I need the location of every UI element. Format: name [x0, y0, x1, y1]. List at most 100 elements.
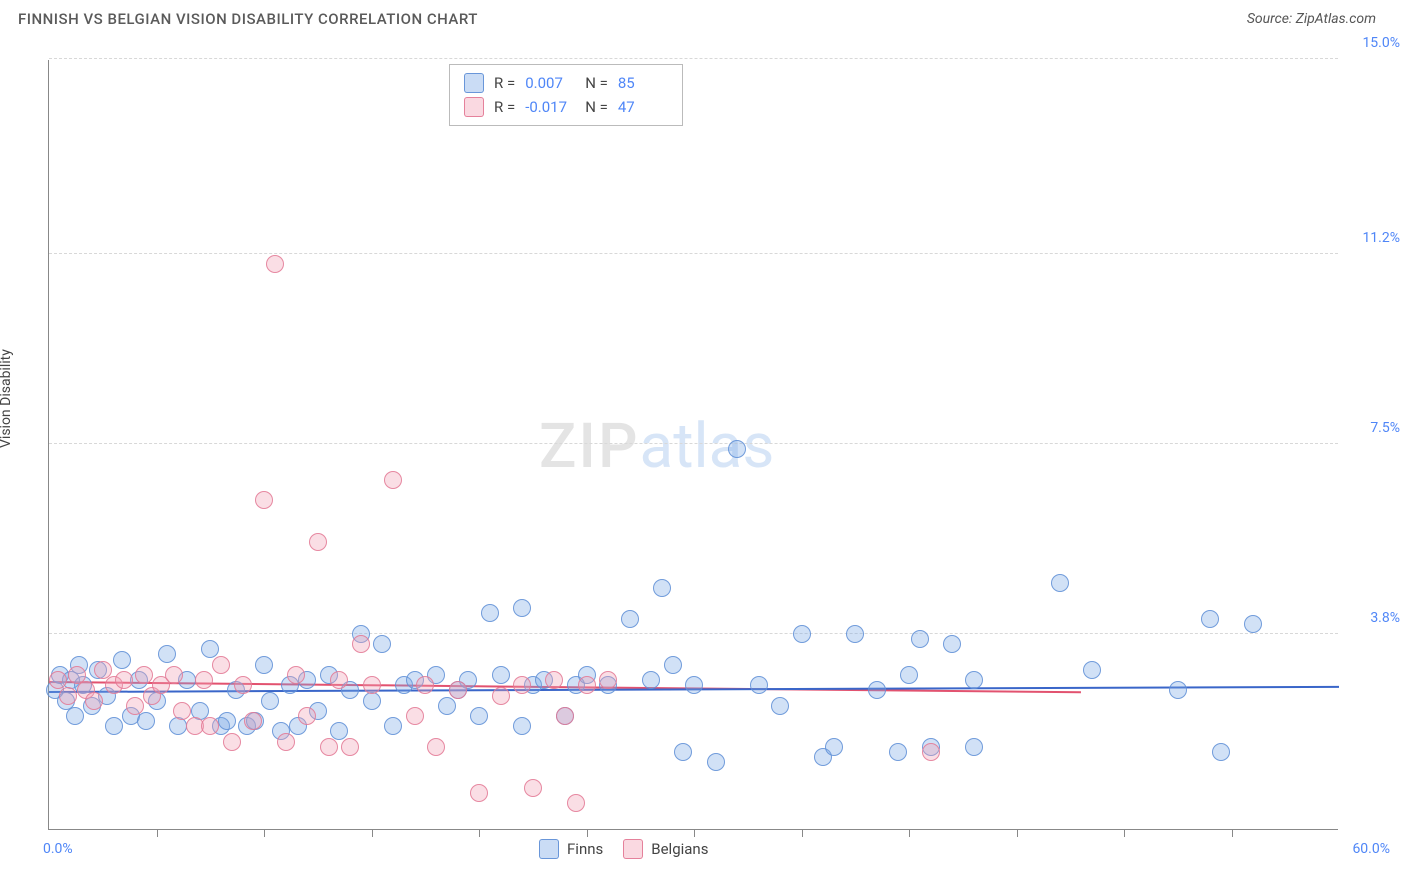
chart-title: FINNISH VS BELGIAN VISION DISABILITY COR…: [18, 10, 478, 28]
swatch-icon: [464, 73, 484, 93]
data-point-finns: [470, 707, 488, 725]
data-point-belgians: [427, 738, 445, 756]
data-point-belgians: [212, 656, 230, 674]
x-tick: [372, 829, 373, 837]
data-point-belgians: [195, 671, 213, 689]
data-point-belgians: [135, 666, 153, 684]
data-point-finns: [363, 692, 381, 710]
legend-item-finns: Finns: [539, 839, 603, 859]
data-point-finns: [105, 717, 123, 735]
data-point-belgians: [266, 255, 284, 273]
data-point-finns: [1244, 615, 1262, 633]
x-tick: [802, 829, 803, 837]
data-point-finns: [261, 692, 279, 710]
data-point-finns: [255, 656, 273, 674]
data-point-belgians: [165, 666, 183, 684]
stats-row-belgians: R = -0.017 N = 47: [464, 95, 668, 119]
y-axis-label: Vision Disability: [0, 349, 14, 448]
data-point-belgians: [384, 471, 402, 489]
chart-header: FINNISH VS BELGIAN VISION DISABILITY COR…: [0, 0, 1406, 36]
data-point-finns: [1201, 610, 1219, 628]
data-point-finns: [158, 645, 176, 663]
data-point-finns: [492, 666, 510, 684]
data-point-finns: [113, 651, 131, 669]
data-point-finns: [793, 625, 811, 643]
data-point-belgians: [363, 676, 381, 694]
data-point-finns: [868, 681, 886, 699]
scatter-plot-area: ZIPatlas R = 0.007 N = 85 R = -0.017 N =…: [48, 60, 1338, 830]
data-point-belgians: [126, 697, 144, 715]
data-point-finns: [66, 707, 84, 725]
data-point-finns: [373, 635, 391, 653]
gridline: [49, 253, 1338, 254]
data-point-finns: [707, 753, 725, 771]
data-point-finns: [1051, 574, 1069, 592]
data-point-belgians: [244, 712, 262, 730]
x-tick: [1232, 829, 1233, 837]
data-point-belgians: [524, 779, 542, 797]
data-point-finns: [218, 712, 236, 730]
data-point-finns: [965, 738, 983, 756]
data-point-belgians: [449, 681, 467, 699]
gridline: [49, 443, 1338, 444]
data-point-finns: [825, 738, 843, 756]
data-point-belgians: [470, 784, 488, 802]
series-legend: Finns Belgians: [539, 839, 708, 859]
data-point-belgians: [309, 533, 327, 551]
data-point-finns: [137, 712, 155, 730]
data-point-finns: [481, 604, 499, 622]
data-point-finns: [642, 671, 660, 689]
data-point-finns: [513, 717, 531, 735]
data-point-belgians: [578, 676, 596, 694]
data-point-finns: [771, 697, 789, 715]
data-point-finns: [943, 635, 961, 653]
data-point-belgians: [85, 692, 103, 710]
data-point-belgians: [298, 707, 316, 725]
data-point-belgians: [545, 671, 563, 689]
gridline: [49, 633, 1338, 634]
data-point-finns: [685, 676, 703, 694]
data-point-belgians: [173, 702, 191, 720]
data-point-finns: [1169, 681, 1187, 699]
data-point-finns: [846, 625, 864, 643]
data-point-finns: [653, 579, 671, 597]
data-point-belgians: [406, 707, 424, 725]
data-point-belgians: [115, 671, 133, 689]
x-tick: [694, 829, 695, 837]
data-point-finns: [664, 656, 682, 674]
legend-item-belgians: Belgians: [623, 839, 708, 859]
data-point-finns: [889, 743, 907, 761]
data-point-belgians: [416, 676, 434, 694]
data-point-belgians: [320, 738, 338, 756]
data-point-finns: [169, 717, 187, 735]
data-point-belgians: [492, 687, 510, 705]
data-point-belgians: [556, 707, 574, 725]
x-tick: [264, 829, 265, 837]
data-point-belgians: [59, 687, 77, 705]
data-point-belgians: [287, 666, 305, 684]
swatch-icon: [539, 839, 559, 859]
x-tick: [1124, 829, 1125, 837]
data-point-belgians: [255, 491, 273, 509]
data-point-belgians: [341, 738, 359, 756]
y-tick-label: 11.2%: [1362, 230, 1400, 246]
data-point-finns: [965, 671, 983, 689]
data-point-belgians: [567, 794, 585, 812]
x-tick: [587, 829, 588, 837]
correlation-stats-box: R = 0.007 N = 85 R = -0.017 N = 47: [449, 64, 683, 126]
x-max-label: 60.0%: [1352, 841, 1390, 857]
y-tick-label: 7.5%: [1370, 420, 1400, 436]
data-point-belgians: [234, 676, 252, 694]
data-point-finns: [621, 610, 639, 628]
x-min-label: 0.0%: [43, 841, 73, 857]
data-point-finns: [728, 440, 746, 458]
stats-row-finns: R = 0.007 N = 85: [464, 71, 668, 95]
y-tick-label: 15.0%: [1362, 35, 1400, 51]
data-point-finns: [900, 666, 918, 684]
data-point-belgians: [201, 717, 219, 735]
data-point-belgians: [330, 671, 348, 689]
data-point-belgians: [922, 743, 940, 761]
data-point-finns: [438, 697, 456, 715]
data-point-belgians: [277, 733, 295, 751]
data-point-belgians: [513, 676, 531, 694]
